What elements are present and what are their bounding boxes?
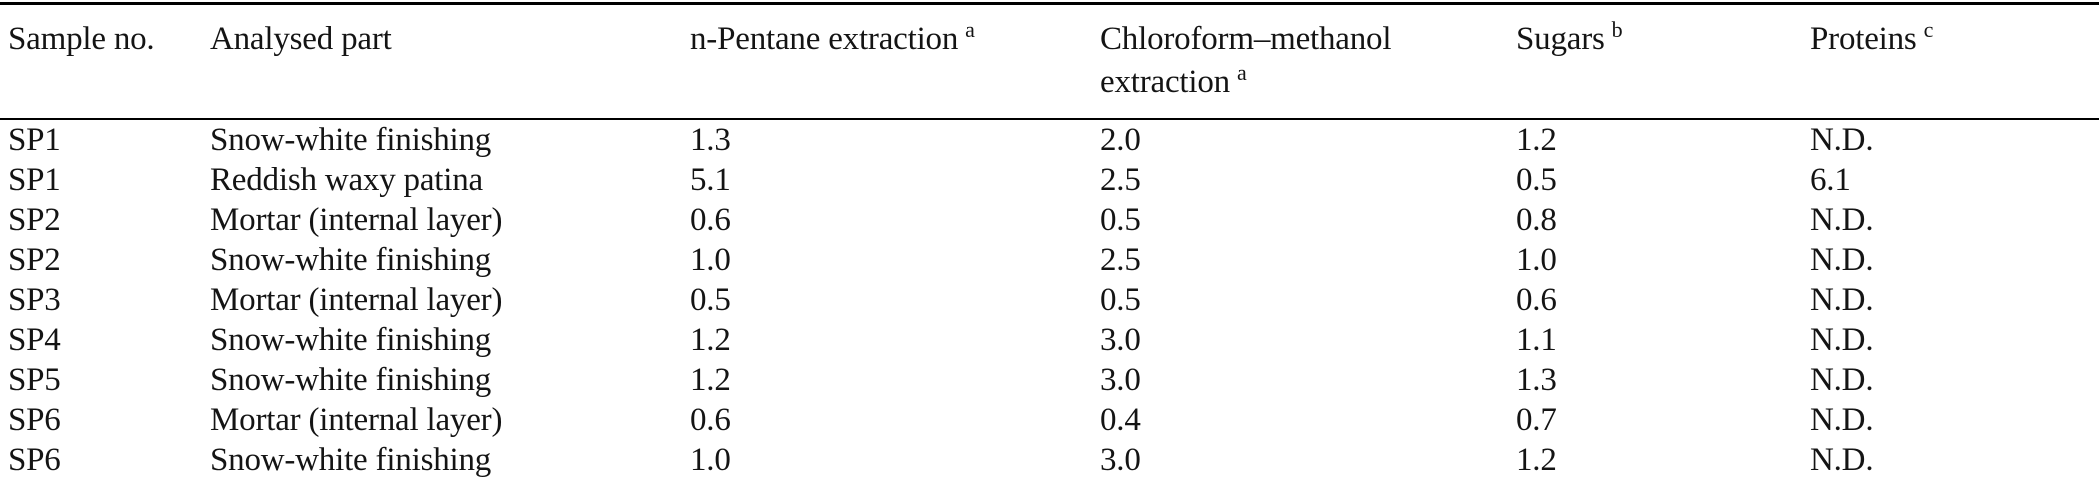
cell-analysed-part: Snow-white finishing [210, 122, 492, 158]
cell-sugars: 0.5 [1516, 162, 1557, 198]
cell-chloroform-methanol: 0.5 [1100, 282, 1141, 318]
cell-chloroform-methanol: 2.5 [1100, 162, 1141, 198]
col-header-sugars: Sugars b [1516, 3, 1810, 120]
col-header-proteins: Proteins c [1810, 3, 2099, 120]
cell-proteins: N.D. [1810, 202, 1874, 238]
footnote-marker-a: a [965, 17, 975, 42]
header-row: Sample no. Analysed part n-Pentane extra… [0, 3, 2099, 120]
table-row: SP5 Snow-white finishing 1.2 3.0 1.3 N.D… [0, 360, 2099, 400]
footnote-marker-a: a [1236, 60, 1247, 85]
table-row: SP1 Reddish waxy patina 5.1 2.5 0.5 6.1 [0, 160, 2099, 200]
cell-proteins: N.D. [1810, 442, 1874, 478]
col-header-label: n-Pentane extraction [690, 21, 959, 57]
cell-sugars: 0.6 [1516, 282, 1557, 318]
col-header-analysed-part: Analysed part [210, 3, 690, 120]
cell-n-pentane: 1.2 [690, 322, 731, 358]
cell-analysed-part: Snow-white finishing [210, 242, 492, 278]
cell-proteins: 6.1 [1810, 162, 1851, 198]
cell-n-pentane: 0.6 [690, 402, 731, 438]
cell-sugars: 1.1 [1516, 322, 1557, 358]
cell-proteins: N.D. [1810, 122, 1874, 158]
cell-sample-no: SP3 [8, 282, 61, 318]
cell-analysed-part: Mortar (internal layer) [210, 402, 503, 438]
cell-sample-no: SP5 [8, 362, 61, 398]
cell-sugars: 1.0 [1516, 242, 1557, 278]
cell-sugars: 1.2 [1516, 122, 1557, 158]
col-header-n-pentane-extraction: n-Pentane extraction a [690, 3, 1100, 120]
col-header-label: Proteins [1810, 21, 1917, 57]
cell-sample-no: SP1 [8, 122, 61, 158]
col-header-sample-no: Sample no. [0, 3, 210, 120]
col-header-chloroform-methanol-extraction: Chloroform–methanol extraction a [1100, 3, 1516, 120]
table-row: SP1 Snow-white finishing 1.3 2.0 1.2 N.D… [0, 119, 2099, 160]
cell-n-pentane: 1.0 [690, 242, 731, 278]
cell-n-pentane: 1.3 [690, 122, 731, 158]
cell-proteins: N.D. [1810, 242, 1874, 278]
cell-analysed-part: Mortar (internal layer) [210, 202, 503, 238]
cell-n-pentane: 0.6 [690, 202, 731, 238]
cell-proteins: N.D. [1810, 402, 1874, 438]
cell-sample-no: SP4 [8, 322, 61, 358]
cell-sugars: 1.2 [1516, 442, 1557, 478]
table-row: SP2 Snow-white finishing 1.0 2.5 1.0 N.D… [0, 240, 2099, 280]
cell-proteins: N.D. [1810, 322, 1874, 358]
cell-chloroform-methanol: 3.0 [1100, 442, 1141, 478]
cell-proteins: N.D. [1810, 362, 1874, 398]
table-row: SP2 Mortar (internal layer) 0.6 0.5 0.8 … [0, 200, 2099, 240]
cell-chloroform-methanol: 3.0 [1100, 362, 1141, 398]
cell-proteins: N.D. [1810, 282, 1874, 318]
col-header-label: Analysed part [210, 21, 392, 57]
col-header-label: Sample no. [8, 21, 155, 57]
cell-sugars: 0.8 [1516, 202, 1557, 238]
cell-chloroform-methanol: 3.0 [1100, 322, 1141, 358]
cell-sample-no: SP2 [8, 242, 61, 278]
cell-chloroform-methanol: 0.4 [1100, 402, 1141, 438]
cell-analysed-part: Reddish waxy patina [210, 162, 483, 198]
cell-chloroform-methanol: 0.5 [1100, 202, 1141, 238]
footnote-marker-c: c [1923, 17, 1934, 42]
cell-chloroform-methanol: 2.5 [1100, 242, 1141, 278]
table-row: SP6 Snow-white finishing 1.0 3.0 1.2 N.D… [0, 440, 2099, 495]
cell-sugars: 1.3 [1516, 362, 1557, 398]
cell-sample-no: SP6 [8, 402, 61, 438]
cell-chloroform-methanol: 2.0 [1100, 122, 1141, 158]
table-row: SP4 Snow-white finishing 1.2 3.0 1.1 N.D… [0, 320, 2099, 360]
col-header-label: Sugars [1516, 21, 1605, 57]
table-row: SP3 Mortar (internal layer) 0.5 0.5 0.6 … [0, 280, 2099, 320]
col-header-label: Chloroform–methanol [1100, 21, 1392, 57]
cell-n-pentane: 1.0 [690, 442, 731, 478]
col-header-label-line2: extraction [1100, 64, 1230, 100]
cell-sample-no: SP6 [8, 442, 61, 478]
cell-analysed-part: Mortar (internal layer) [210, 282, 503, 318]
cell-sugars: 0.7 [1516, 402, 1557, 438]
footnote-marker-b: b [1611, 17, 1623, 42]
cell-n-pentane: 1.2 [690, 362, 731, 398]
cell-sample-no: SP1 [8, 162, 61, 198]
cell-n-pentane: 0.5 [690, 282, 731, 318]
cell-analysed-part: Snow-white finishing [210, 322, 492, 358]
cell-n-pentane: 5.1 [690, 162, 731, 198]
cell-analysed-part: Snow-white finishing [210, 362, 492, 398]
cell-sample-no: SP2 [8, 202, 61, 238]
cell-analysed-part: Snow-white finishing [210, 442, 492, 478]
table-row: SP6 Mortar (internal layer) 0.6 0.4 0.7 … [0, 400, 2099, 440]
